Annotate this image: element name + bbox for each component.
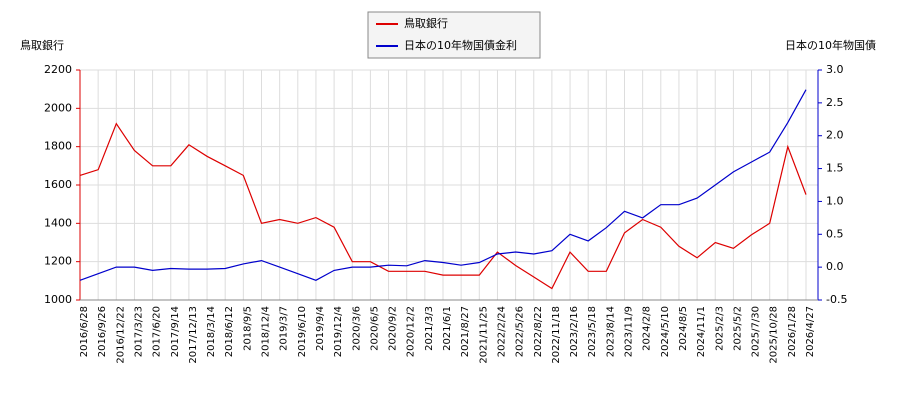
x-tick-label: 2023/5/18: [587, 306, 598, 357]
y2-tick-label: 1.5: [826, 162, 844, 175]
x-tick-label: 2022/5/26: [515, 306, 526, 357]
x-tick-label: 2020/9/2: [388, 306, 399, 351]
x-tick-label: 2018/6/12: [224, 306, 235, 357]
x-tick-label: 2025/5/2: [732, 306, 743, 351]
x-tick-label: 2016/12/22: [115, 306, 126, 364]
legend-box: [367, 11, 541, 59]
x-tick-label: 2023/11/9: [624, 306, 635, 357]
y-tick-label: 1600: [44, 178, 72, 191]
y-tick-label: 1000: [44, 293, 72, 306]
x-tick-label: 2025/7/30: [751, 306, 762, 357]
x-tick-label: 2019/9/4: [315, 306, 326, 351]
x-tick-label: 2025/10/28: [769, 306, 780, 364]
x-tick-label: 2023/2/16: [569, 306, 580, 357]
y2-tick-label: 0.0: [826, 260, 844, 273]
y-axis-title: 鳥取銀行: [20, 38, 64, 52]
x-tick-label: 2020/6/5: [369, 306, 380, 351]
x-tick-label: 2023/8/14: [605, 306, 616, 357]
y-tick-label: 2000: [44, 101, 72, 114]
x-tick-label: 2018/12/4: [261, 306, 272, 357]
x-tick-label: 2018/3/14: [206, 306, 217, 357]
x-tick-label: 2022/8/22: [533, 306, 544, 357]
y2-axis-title: 日本の10年物国債: [785, 38, 876, 52]
y-tick-label: 1800: [44, 140, 72, 153]
y-tick-label: 1200: [44, 255, 72, 268]
x-tick-label: 2019/6/10: [297, 306, 308, 357]
x-tick-label: 2024/2/8: [642, 306, 653, 351]
x-tick-label: 2019/3/7: [279, 306, 290, 351]
legend-label: 日本の10年物国債金利: [404, 38, 517, 52]
y-tick-label: 2200: [44, 63, 72, 76]
x-tick-label: 2026/4/27: [805, 306, 816, 357]
x-tick-label: 2019/12/4: [333, 306, 344, 357]
x-tick-label: 2017/9/14: [170, 306, 181, 357]
series-line: [79, 122, 807, 290]
x-tick-label: 2026/1/28: [787, 306, 798, 357]
x-tick-label: 2022/2/24: [496, 306, 507, 357]
x-tick-label: 2020/12/2: [406, 306, 417, 357]
y2-tick-label: 3.0: [826, 63, 844, 76]
x-tick-label: 2025/2/3: [714, 306, 725, 351]
y2-tick-label: 2.5: [826, 96, 844, 109]
x-tick-label: 2021/6/1: [442, 306, 453, 351]
y2-tick-label: 1.0: [826, 194, 844, 207]
x-tick-label: 2021/11/25: [478, 306, 489, 364]
y2-tick-label: -0.5: [826, 293, 847, 306]
series-line: [79, 89, 807, 281]
y2-tick-label: 2.0: [826, 129, 844, 142]
x-tick-label: 2016/6/28: [79, 306, 90, 357]
x-tick-label: 2018/9/5: [242, 306, 253, 351]
x-tick-label: 2017/3/23: [133, 306, 144, 357]
y-tick-label: 1400: [44, 216, 72, 229]
x-tick-label: 2020/3/6: [351, 306, 362, 351]
legend-label: 鳥取銀行: [404, 16, 448, 30]
y2-tick-label: 0.5: [826, 227, 844, 240]
x-tick-label: 2024/11/1: [696, 306, 707, 357]
x-tick-label: 2021/8/27: [460, 306, 471, 357]
x-tick-label: 2016/9/26: [97, 306, 108, 357]
x-tick-label: 2021/3/3: [424, 306, 435, 351]
x-tick-label: 2024/5/10: [660, 306, 671, 357]
x-tick-label: 2022/11/18: [551, 306, 562, 364]
x-tick-label: 2024/8/5: [678, 306, 689, 351]
x-tick-label: 2017/6/20: [152, 306, 163, 357]
x-tick-label: 2017/12/13: [188, 306, 199, 364]
